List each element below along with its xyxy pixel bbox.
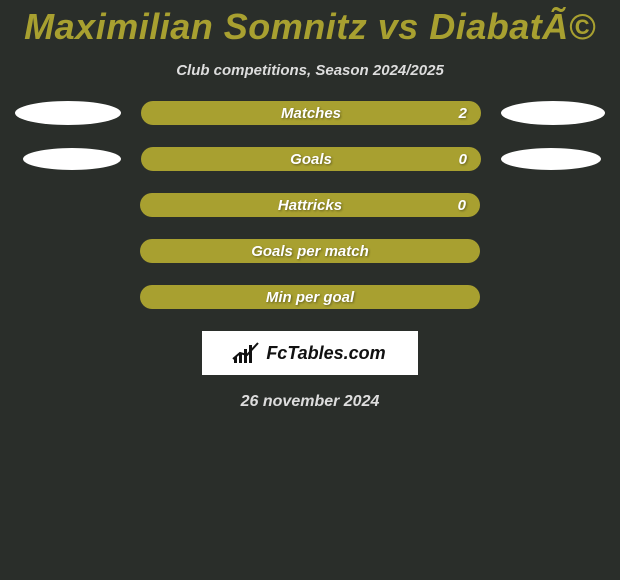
stat-row: Matches 2	[0, 101, 620, 125]
stat-row: Min per goal	[0, 285, 620, 309]
right-spacer	[500, 297, 606, 298]
stat-bar-hattricks: Hattricks 0	[140, 193, 480, 217]
stat-bar-matches: Matches 2	[141, 101, 481, 125]
logo-chart-icon	[234, 343, 262, 363]
stat-value: 2	[459, 105, 467, 122]
stat-value: 0	[458, 197, 466, 214]
subtitle: Club competitions, Season 2024/2025	[0, 62, 620, 79]
stat-bar-min-per-goal: Min per goal	[140, 285, 480, 309]
stat-row: Goals 0	[0, 147, 620, 171]
left-spacer	[14, 205, 120, 206]
stat-value: 0	[459, 151, 467, 168]
stat-row: Goals per match	[0, 239, 620, 263]
stat-label: Goals per match	[251, 243, 369, 260]
stat-bar-goals: Goals 0	[141, 147, 481, 171]
stat-label: Goals	[290, 151, 332, 168]
right-spacer	[500, 205, 606, 206]
right-spacer	[500, 251, 606, 252]
stat-bar-goals-per-match: Goals per match	[140, 239, 480, 263]
left-spacer	[14, 251, 120, 252]
right-marker-oval	[501, 148, 601, 170]
logo-text: FcTables.com	[266, 343, 385, 364]
stat-label: Matches	[281, 105, 341, 122]
left-marker-oval	[15, 101, 121, 125]
date-text: 26 november 2024	[0, 393, 620, 411]
page-title: Maximilian Somnitz vs DiabatÃ©	[0, 0, 620, 48]
left-spacer	[14, 297, 120, 298]
stat-row: Hattricks 0	[0, 193, 620, 217]
right-marker-oval	[501, 101, 605, 125]
stat-label: Min per goal	[266, 289, 354, 306]
stat-label: Hattricks	[278, 197, 342, 214]
logo-box: FcTables.com	[202, 331, 418, 375]
left-marker-oval	[23, 148, 121, 170]
